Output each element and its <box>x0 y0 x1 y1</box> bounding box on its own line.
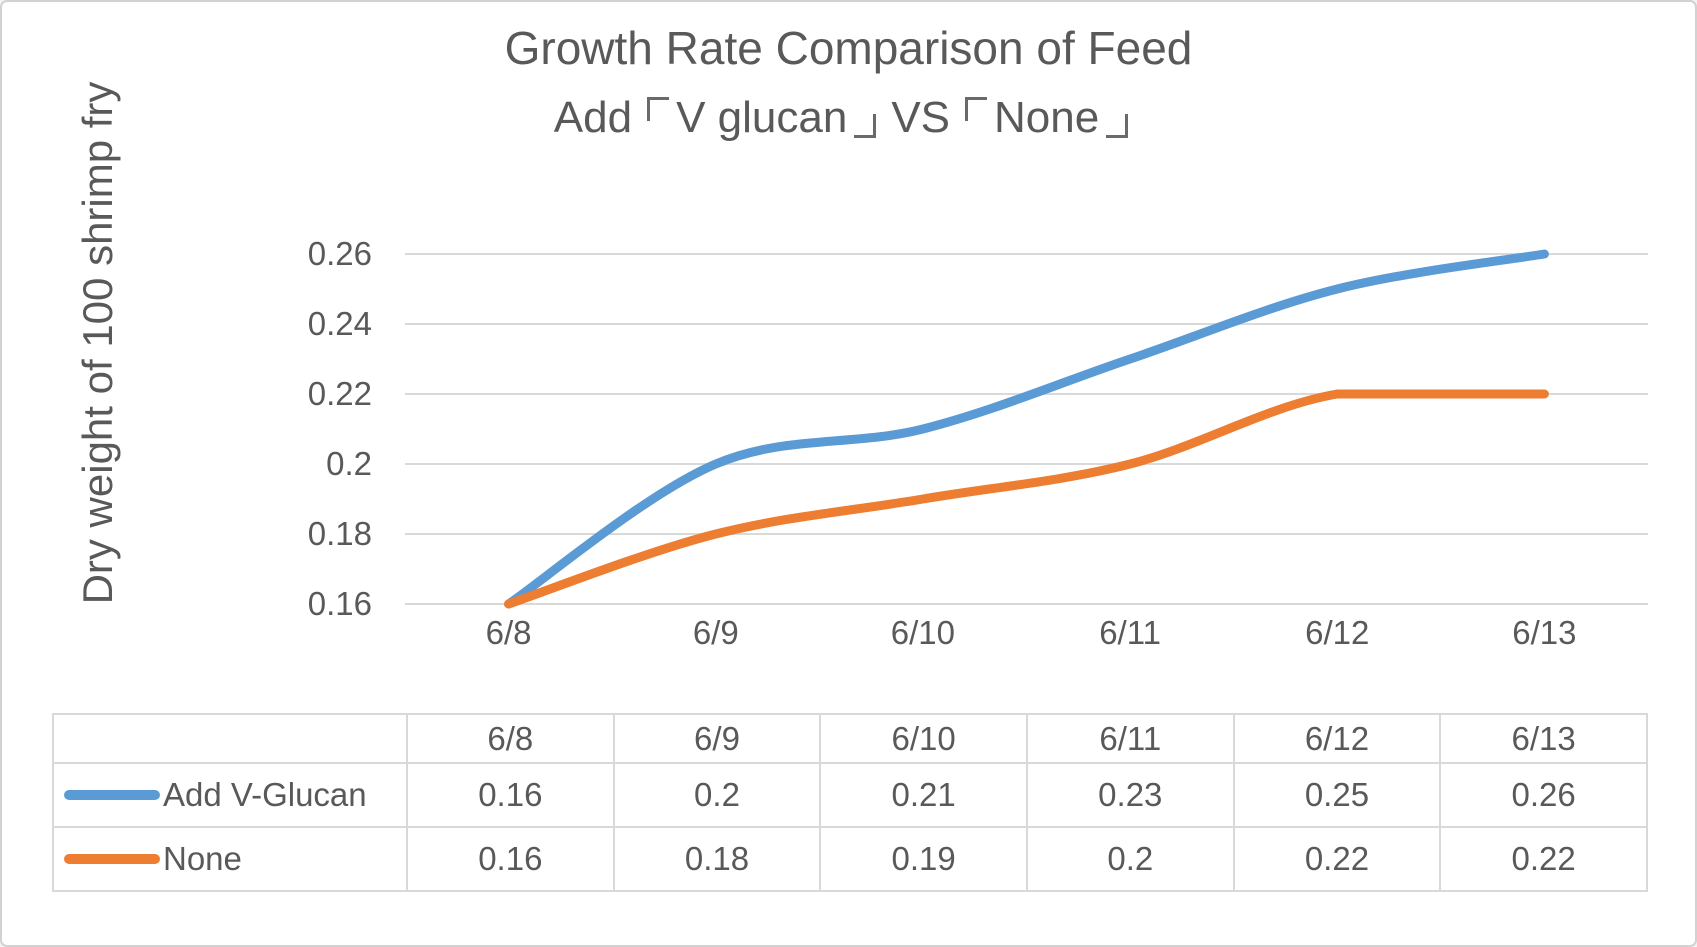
y-tick-label: 0.16 <box>307 585 372 622</box>
x-tick-label: 6/8 <box>485 614 532 651</box>
chart-title[interactable]: Growth Rate Comparison of Feed <box>504 22 1193 74</box>
x-tick-label: 6/12 <box>1305 614 1370 651</box>
table-value-cell: 0.2 <box>612 762 822 828</box>
x-tick-label: 6/10 <box>890 614 956 651</box>
series-name-label: Add V-Glucan <box>163 776 367 813</box>
data-table[interactable]: 6/8 6/9 6/10 6/11 6/12 6/13 Add V-Glucan… <box>52 713 1648 892</box>
table-header-cell: 6/12 <box>1232 713 1442 764</box>
series-line-none[interactable] <box>504 389 1549 609</box>
table-value-cell: 0.23 <box>1025 762 1235 828</box>
legend-cell: Add V-Glucan <box>52 762 408 828</box>
table-value-cell: 0.21 <box>819 762 1028 828</box>
table-header-row: 6/8 6/9 6/10 6/11 6/12 6/13 <box>52 713 1648 764</box>
table-value-cell: 0.26 <box>1439 762 1648 828</box>
subtitle-text: VS <box>891 93 951 142</box>
chart-subtitle[interactable]: Add V glucan VS None <box>2 90 1695 146</box>
y-tick-label: 0.26 <box>307 235 372 272</box>
series-name-label: None <box>163 840 242 877</box>
table-header-cell: 6/8 <box>406 713 615 764</box>
x-tick-label: 6/11 <box>1099 614 1161 651</box>
corner-bracket-open-icon <box>647 97 670 121</box>
series-line-swatch-icon <box>64 854 160 864</box>
table-value-cell: 0.19 <box>819 826 1028 892</box>
table-header-cell: 6/9 <box>612 713 822 764</box>
y-tick-label: 0.2 <box>326 445 372 482</box>
series-line-add-v-glucan[interactable] <box>504 249 1549 609</box>
table-row-none: None 0.16 0.18 0.19 0.2 0.22 0.22 <box>52 826 1648 892</box>
table-row-add-v-glucan: Add V-Glucan 0.16 0.2 0.21 0.23 0.25 0.2… <box>52 762 1648 828</box>
table-value-cell: 0.22 <box>1232 826 1442 892</box>
corner-bracket-close-icon <box>854 114 877 138</box>
table-value-cell: 0.22 <box>1439 826 1648 892</box>
table-header-cell: 6/10 <box>819 713 1028 764</box>
table-value-cell: 0.16 <box>406 762 615 828</box>
y-tick-label: 0.18 <box>307 515 372 552</box>
subtitle-text: V glucan <box>676 93 848 142</box>
table-header-cell: 6/13 <box>1439 713 1648 764</box>
subtitle-text: Add <box>553 93 633 142</box>
x-tick-label: 6/9 <box>692 614 739 651</box>
table-value-cell: 0.18 <box>612 826 822 892</box>
legend-cell: None <box>52 826 408 892</box>
table-value-cell: 0.2 <box>1025 826 1235 892</box>
corner-bracket-close-icon <box>1106 114 1129 138</box>
x-tick-label: 6/13 <box>1512 614 1577 651</box>
subtitle-text: None <box>994 93 1100 142</box>
table-spacer-cell <box>52 713 408 764</box>
corner-bracket-open-icon <box>965 97 988 121</box>
table-header-cell: 6/11 <box>1025 713 1235 764</box>
y-tick-label: 0.24 <box>307 305 372 342</box>
table-value-cell: 0.16 <box>406 826 615 892</box>
y-tick-label: 0.22 <box>307 375 372 412</box>
series-line-swatch-icon <box>64 790 160 800</box>
table-value-cell: 0.25 <box>1232 762 1442 828</box>
